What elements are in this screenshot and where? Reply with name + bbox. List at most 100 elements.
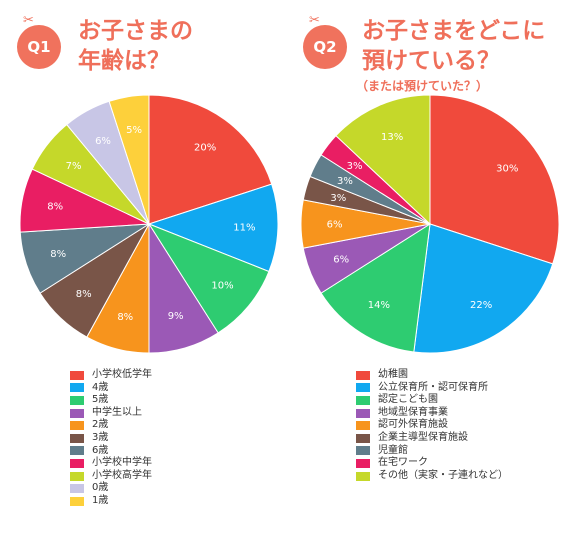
q2-legend-swatch-3 <box>356 408 370 418</box>
q1-legend-swatch-6 <box>70 446 84 456</box>
q2-legend-swatch-4 <box>356 421 370 431</box>
q2-title-line-2: 預けている？ <box>362 48 500 74</box>
q2-legend: 幼稚園 公立保育所・認可保育所 認定こども園 地域型保育事業 認可外保育施設 企業主導型保… <box>356 369 508 482</box>
q2-legend-label-5: 企業主導型保育施設 <box>378 431 468 443</box>
q1-title-line-2: 年齢は？ <box>78 48 170 74</box>
q2-legend-swatch-2 <box>356 395 370 405</box>
q2-slice-label-2: 14% <box>368 300 390 311</box>
q1-legend-label-4: 2歳 <box>92 419 109 431</box>
q1-legend-item-3: 中学生以上 <box>70 407 152 420</box>
q1-slice-label-1: 11% <box>233 222 255 233</box>
q2-slice-label-7: 3% <box>347 161 363 172</box>
q1-slice-label-4: 8% <box>117 312 133 323</box>
q1-legend-item-0: 小学校低学年 <box>70 369 152 382</box>
scissors-icon: ✂ <box>23 13 34 28</box>
q2-legend-item-6: 児童館 <box>356 445 508 458</box>
q1-legend: 小学校低学年 4歳 5歳 中学生以上 2歳 3歳 6歳 小学校中学年 小学校高学年 0歳 1歳 <box>70 369 152 508</box>
q1-legend-label-0: 小学校低学年 <box>92 369 152 380</box>
q1-slice-label-6: 8% <box>50 249 66 260</box>
q2-legend-swatch-1 <box>356 383 370 393</box>
q1-legend-item-6: 6歳 <box>70 445 152 458</box>
q2-slice-0 <box>429 94 560 265</box>
q2-slice-1 <box>413 223 554 354</box>
q1-slice-label-7: 8% <box>47 202 63 213</box>
q1-legend-item-9: 0歳 <box>70 482 152 495</box>
q1-slice-label-2: 10% <box>211 280 233 291</box>
q2-legend-swatch-7 <box>356 458 370 468</box>
q2-badge-label: Q2 <box>313 38 337 56</box>
q1-legend-swatch-4 <box>70 421 84 431</box>
q1-title-line-1: お子さまの <box>78 18 193 44</box>
q1-legend-item-2: 5歳 <box>70 394 152 407</box>
q2-slice-label-0: 30% <box>496 163 518 174</box>
q2-legend-item-1: 公立保育所・認可保育所 <box>356 382 508 395</box>
q1-legend-label-7: 小学校中学年 <box>92 457 152 469</box>
q1-slice-10 <box>108 94 150 225</box>
q2-legend-swatch-6 <box>356 446 370 456</box>
q1-badge: ✂ Q1 <box>17 13 61 69</box>
q1-legend-swatch-5 <box>70 433 84 443</box>
q1-legend-label-1: 4歳 <box>92 381 109 393</box>
q2-legend-item-4: 認可外保育施設 <box>356 419 508 432</box>
q1-legend-swatch-10 <box>70 496 84 506</box>
q2-slice-label-5: 3% <box>330 193 346 204</box>
q2-legend-label-6: 児童館 <box>378 444 408 456</box>
q1-legend-swatch-0 <box>70 370 84 380</box>
q2-legend-item-0: 幼稚園 <box>356 369 508 382</box>
q1-panel: ✂ Q1 お子さまの 年齢は？ 20% 11% 10% 9% 8% 8% 8% 8% 7% 6% 5… <box>17 13 279 508</box>
q2-pie-chart: 30% 22% 14% 6% 6% 3% 3% 3% 13% <box>300 94 560 354</box>
q1-legend-item-4: 2歳 <box>70 419 152 432</box>
q1-slice-label-10: 5% <box>126 125 142 136</box>
q2-legend-item-5: 企業主導型保育施設 <box>356 432 508 445</box>
q2-legend-label-8: その他（実家・子連れなど） <box>378 469 508 481</box>
q2-legend-label-2: 認定こども園 <box>378 394 438 406</box>
q1-legend-swatch-3 <box>70 408 84 418</box>
q1-legend-item-1: 4歳 <box>70 382 152 395</box>
q1-pie-chart: 20% 11% 10% 9% 8% 8% 8% 8% 7% 6% 5% <box>19 94 279 354</box>
q2-slice-label-4: 6% <box>327 220 343 231</box>
q1-legend-item-8: 小学校高学年 <box>70 470 152 483</box>
q2-slice-label-8: 13% <box>381 132 403 143</box>
q1-slice-label-3: 9% <box>168 311 184 322</box>
q1-slice-label-5: 8% <box>76 289 92 300</box>
q2-legend-item-8: その他（実家・子連れなど） <box>356 470 508 483</box>
q1-badge-label: Q1 <box>27 38 51 56</box>
q1-legend-swatch-1 <box>70 383 84 393</box>
q2-slice-label-1: 22% <box>470 300 492 311</box>
q1-legend-swatch-2 <box>70 395 84 405</box>
q2-slice-label-6: 3% <box>337 176 353 187</box>
q2-title-line-1: お子さまをどこに <box>362 18 546 44</box>
scissors-icon: ✂ <box>309 13 320 28</box>
q1-legend-label-5: 3歳 <box>92 431 109 443</box>
q1-legend-label-2: 5歳 <box>92 394 109 406</box>
q1-legend-item-7: 小学校中学年 <box>70 457 152 470</box>
q1-slice-2 <box>147 222 270 334</box>
q1-legend-swatch-7 <box>70 458 84 468</box>
q2-legend-item-3: 地域型保育事業 <box>356 407 508 420</box>
q2-legend-swatch-5 <box>356 433 370 443</box>
q1-legend-item-10: 1歳 <box>70 495 152 508</box>
q1-legend-label-6: 6歳 <box>92 444 109 456</box>
q2-slice-label-3: 6% <box>333 255 349 266</box>
q1-legend-item-5: 3歳 <box>70 432 152 445</box>
q2-panel: ✂ Q2 お子さまをどこに 預けている？ （または預けていた？） 30% 22% 1… <box>290 0 580 540</box>
q2-legend-label-0: 幼稚園 <box>378 369 408 380</box>
q1-legend-label-10: 1歳 <box>92 494 109 506</box>
q2-legend-swatch-0 <box>356 370 370 380</box>
q1-slice-0 <box>148 94 273 225</box>
q1-legend-label-3: 中学生以上 <box>92 406 142 418</box>
q2-legend-label-4: 認可外保育施設 <box>378 419 448 431</box>
q1-legend-label-9: 0歳 <box>92 482 109 494</box>
q1-legend-swatch-8 <box>70 471 84 481</box>
q2-legend-label-1: 公立保育所・認可保育所 <box>378 381 488 393</box>
q2-badge: ✂ Q2 <box>303 13 347 69</box>
q1-slice-label-0: 20% <box>194 142 216 153</box>
q2-subtitle: （または預けていた？） <box>356 79 489 93</box>
q2-slice-2 <box>320 223 431 353</box>
q2-legend-swatch-8 <box>356 471 370 481</box>
q1-legend-label-8: 小学校高学年 <box>92 469 152 481</box>
q2-legend-label-3: 地域型保育事業 <box>378 406 448 418</box>
q2-legend-item-2: 認定こども園 <box>356 394 508 407</box>
q2-legend-item-7: 在宅ワーク <box>356 457 508 470</box>
q1-slice-label-9: 6% <box>95 136 111 147</box>
